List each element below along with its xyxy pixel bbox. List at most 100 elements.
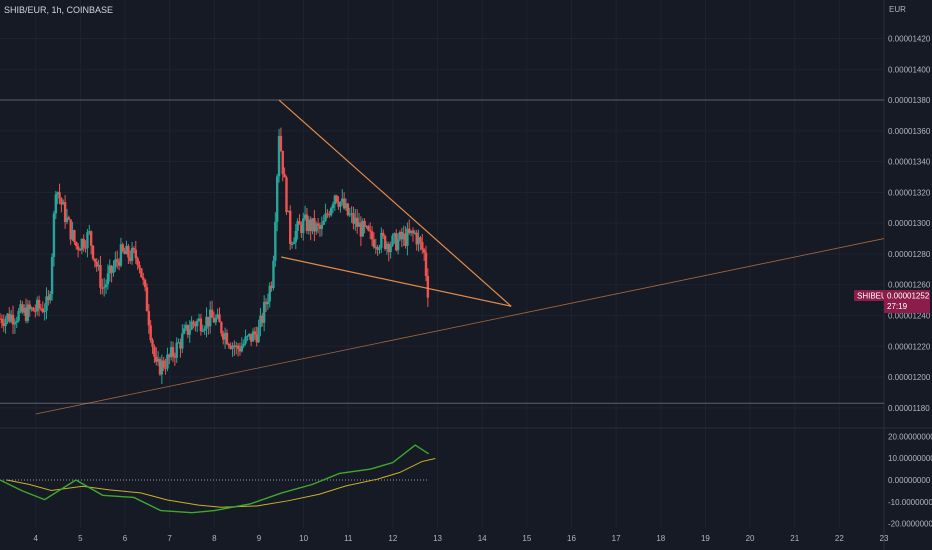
candle-body xyxy=(50,256,54,295)
candle-body xyxy=(37,299,41,309)
candle-body xyxy=(274,221,277,261)
candle-body xyxy=(307,219,311,231)
candle-body xyxy=(201,330,204,332)
candle-body xyxy=(30,307,33,310)
candle-body xyxy=(354,217,357,224)
candle-body xyxy=(315,223,318,232)
candle-body xyxy=(244,336,247,344)
symbol-tag-label: SHIBEUR xyxy=(857,292,893,301)
candle-body xyxy=(281,150,284,174)
time-axis-label: 16 xyxy=(567,534,576,543)
candle-body xyxy=(222,333,225,340)
price-axis-label: 0.00001320 xyxy=(888,188,931,197)
price-axis-label: 0.00001280 xyxy=(888,250,931,259)
time-axis-label: 17 xyxy=(612,534,621,543)
candle-body xyxy=(374,246,377,248)
candle-body xyxy=(329,208,333,216)
candle-body xyxy=(342,198,346,209)
candle-body xyxy=(2,323,5,327)
candle-body xyxy=(147,311,151,326)
candle-body xyxy=(173,356,177,358)
candle-body xyxy=(248,333,251,336)
time-axis-label: 4 xyxy=(33,534,38,543)
candle-body xyxy=(357,222,361,227)
candle-body xyxy=(296,221,299,231)
candle-body xyxy=(279,135,283,151)
candle-body xyxy=(259,315,262,328)
candle-body xyxy=(32,307,35,312)
candle-body xyxy=(383,235,387,249)
time-axis-label: 15 xyxy=(522,534,531,543)
countdown-label: 27:19 xyxy=(887,302,908,311)
candle-body xyxy=(151,340,154,347)
trendline[interactable] xyxy=(278,99,512,307)
candle-body xyxy=(156,359,160,362)
candle-body xyxy=(294,230,297,243)
candle-body xyxy=(127,245,130,258)
candle-body xyxy=(110,265,113,273)
candle-body xyxy=(17,310,20,321)
chart-title: SHIB/EUR, 1h, COINBASE xyxy=(4,5,114,15)
candle-body xyxy=(24,307,28,321)
candle-body xyxy=(350,213,353,215)
price-axis-label: 0.00001340 xyxy=(888,158,931,167)
candle-body xyxy=(328,214,331,216)
candle-body xyxy=(75,242,78,247)
candle-body xyxy=(69,219,72,240)
candle-body xyxy=(365,226,368,228)
candle-body xyxy=(218,314,221,323)
candle-body xyxy=(404,233,407,246)
candle-body xyxy=(229,345,232,349)
candle-body xyxy=(21,304,24,313)
candle-body xyxy=(114,259,117,267)
candle-body xyxy=(326,213,329,215)
oscillator-line xyxy=(0,444,429,514)
candle-body xyxy=(181,333,184,349)
candle-body xyxy=(41,308,44,313)
candle-body xyxy=(166,354,169,369)
candle-body xyxy=(223,332,227,340)
current-price-tag[interactable] xyxy=(884,290,930,314)
trendline[interactable] xyxy=(35,238,885,415)
candle-body xyxy=(419,237,422,242)
candle-body xyxy=(15,320,18,323)
candle-body xyxy=(47,296,50,301)
candle-body xyxy=(36,299,39,312)
candle-body xyxy=(84,247,87,249)
candle-body xyxy=(240,345,244,352)
candle-body xyxy=(58,192,61,199)
price-axis-label: 0.00001420 xyxy=(888,34,931,43)
symbol-tag[interactable] xyxy=(854,290,884,302)
candle-body xyxy=(162,360,165,368)
candle-body xyxy=(86,232,89,249)
candle-body xyxy=(305,214,309,231)
candle-body xyxy=(209,309,212,327)
candle-body xyxy=(424,252,428,276)
candle-body xyxy=(320,224,324,229)
candle-body xyxy=(309,219,312,232)
candle-body xyxy=(277,135,281,177)
candle-body xyxy=(8,313,11,322)
candle-body xyxy=(145,287,149,312)
candle-body xyxy=(415,232,418,245)
candle-body xyxy=(426,275,430,298)
candle-body xyxy=(231,345,234,349)
candle-body xyxy=(129,257,132,261)
time-axis-label: 6 xyxy=(123,534,128,543)
candle-body xyxy=(344,203,348,209)
candle-body xyxy=(186,324,190,335)
candle-body xyxy=(192,321,195,324)
time-axis-label: 18 xyxy=(656,534,665,543)
candle-body xyxy=(246,335,249,337)
candle-body xyxy=(395,233,398,251)
time-axis-label: 13 xyxy=(433,534,442,543)
candle-body xyxy=(101,287,104,289)
price-axis-label: 0.00001240 xyxy=(888,312,931,321)
candle-body xyxy=(168,354,171,358)
candle-body xyxy=(348,214,351,216)
candle-body xyxy=(270,285,273,289)
trendline[interactable] xyxy=(281,256,512,307)
candle-body xyxy=(71,230,74,240)
price-axis-label: 0.00001380 xyxy=(888,96,931,105)
